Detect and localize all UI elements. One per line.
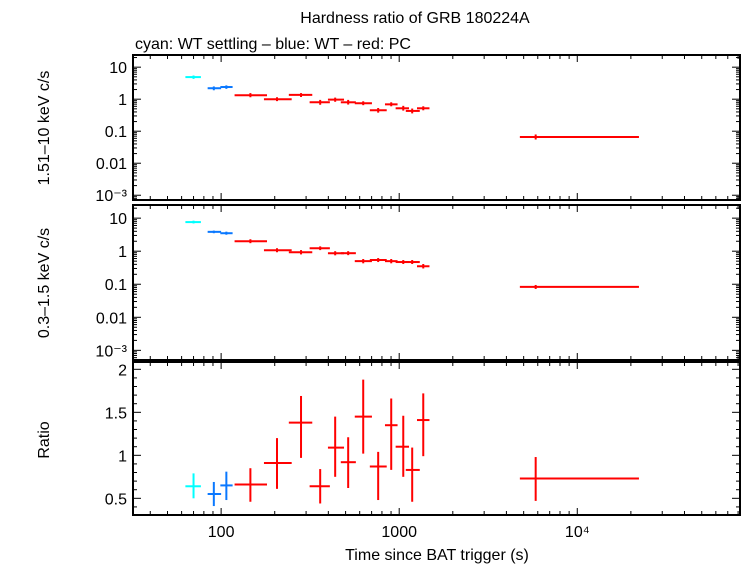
- y-tick-label: 2: [118, 362, 127, 379]
- x-tick-label: 100: [208, 524, 235, 541]
- y-tick-label: 1.5: [105, 405, 127, 422]
- chart-subtitle: cyan: WT settling – blue: WT – red: PC: [135, 36, 411, 53]
- panel-frame-1: [132, 204, 741, 361]
- chart-title: Hardness ratio of GRB 180224A: [300, 10, 530, 27]
- y-tick-label: 1: [118, 244, 127, 261]
- y-tick-label: 1: [118, 92, 127, 109]
- y-axis-label-soft: 0.3–1.5 keV c/s: [36, 228, 53, 338]
- y-tick-label: 10⁻³: [95, 343, 127, 360]
- y-tick-label: 10: [109, 211, 127, 228]
- panel-frame-2: [132, 361, 741, 516]
- y-tick-label: 1: [118, 448, 127, 465]
- y-axis-label-ratio: Ratio: [36, 421, 53, 458]
- x-tick-label: 1000: [381, 524, 417, 541]
- y-tick-label: 0.01: [96, 156, 127, 173]
- panel-frame-0: [132, 54, 741, 201]
- x-axis-label: Time since BAT trigger (s): [345, 547, 529, 564]
- y-tick-label: 0.1: [105, 124, 127, 141]
- y-axis-label-hard: 1.51–10 keV c/s: [36, 71, 53, 186]
- y-tick-label: 0.1: [105, 277, 127, 294]
- y-tick-label: 10⁻³: [95, 188, 127, 205]
- y-tick-label: 0.5: [105, 491, 127, 508]
- x-tick-label: 10⁴: [565, 524, 590, 541]
- y-tick-label: 0.01: [96, 310, 127, 327]
- y-tick-label: 10: [109, 60, 127, 77]
